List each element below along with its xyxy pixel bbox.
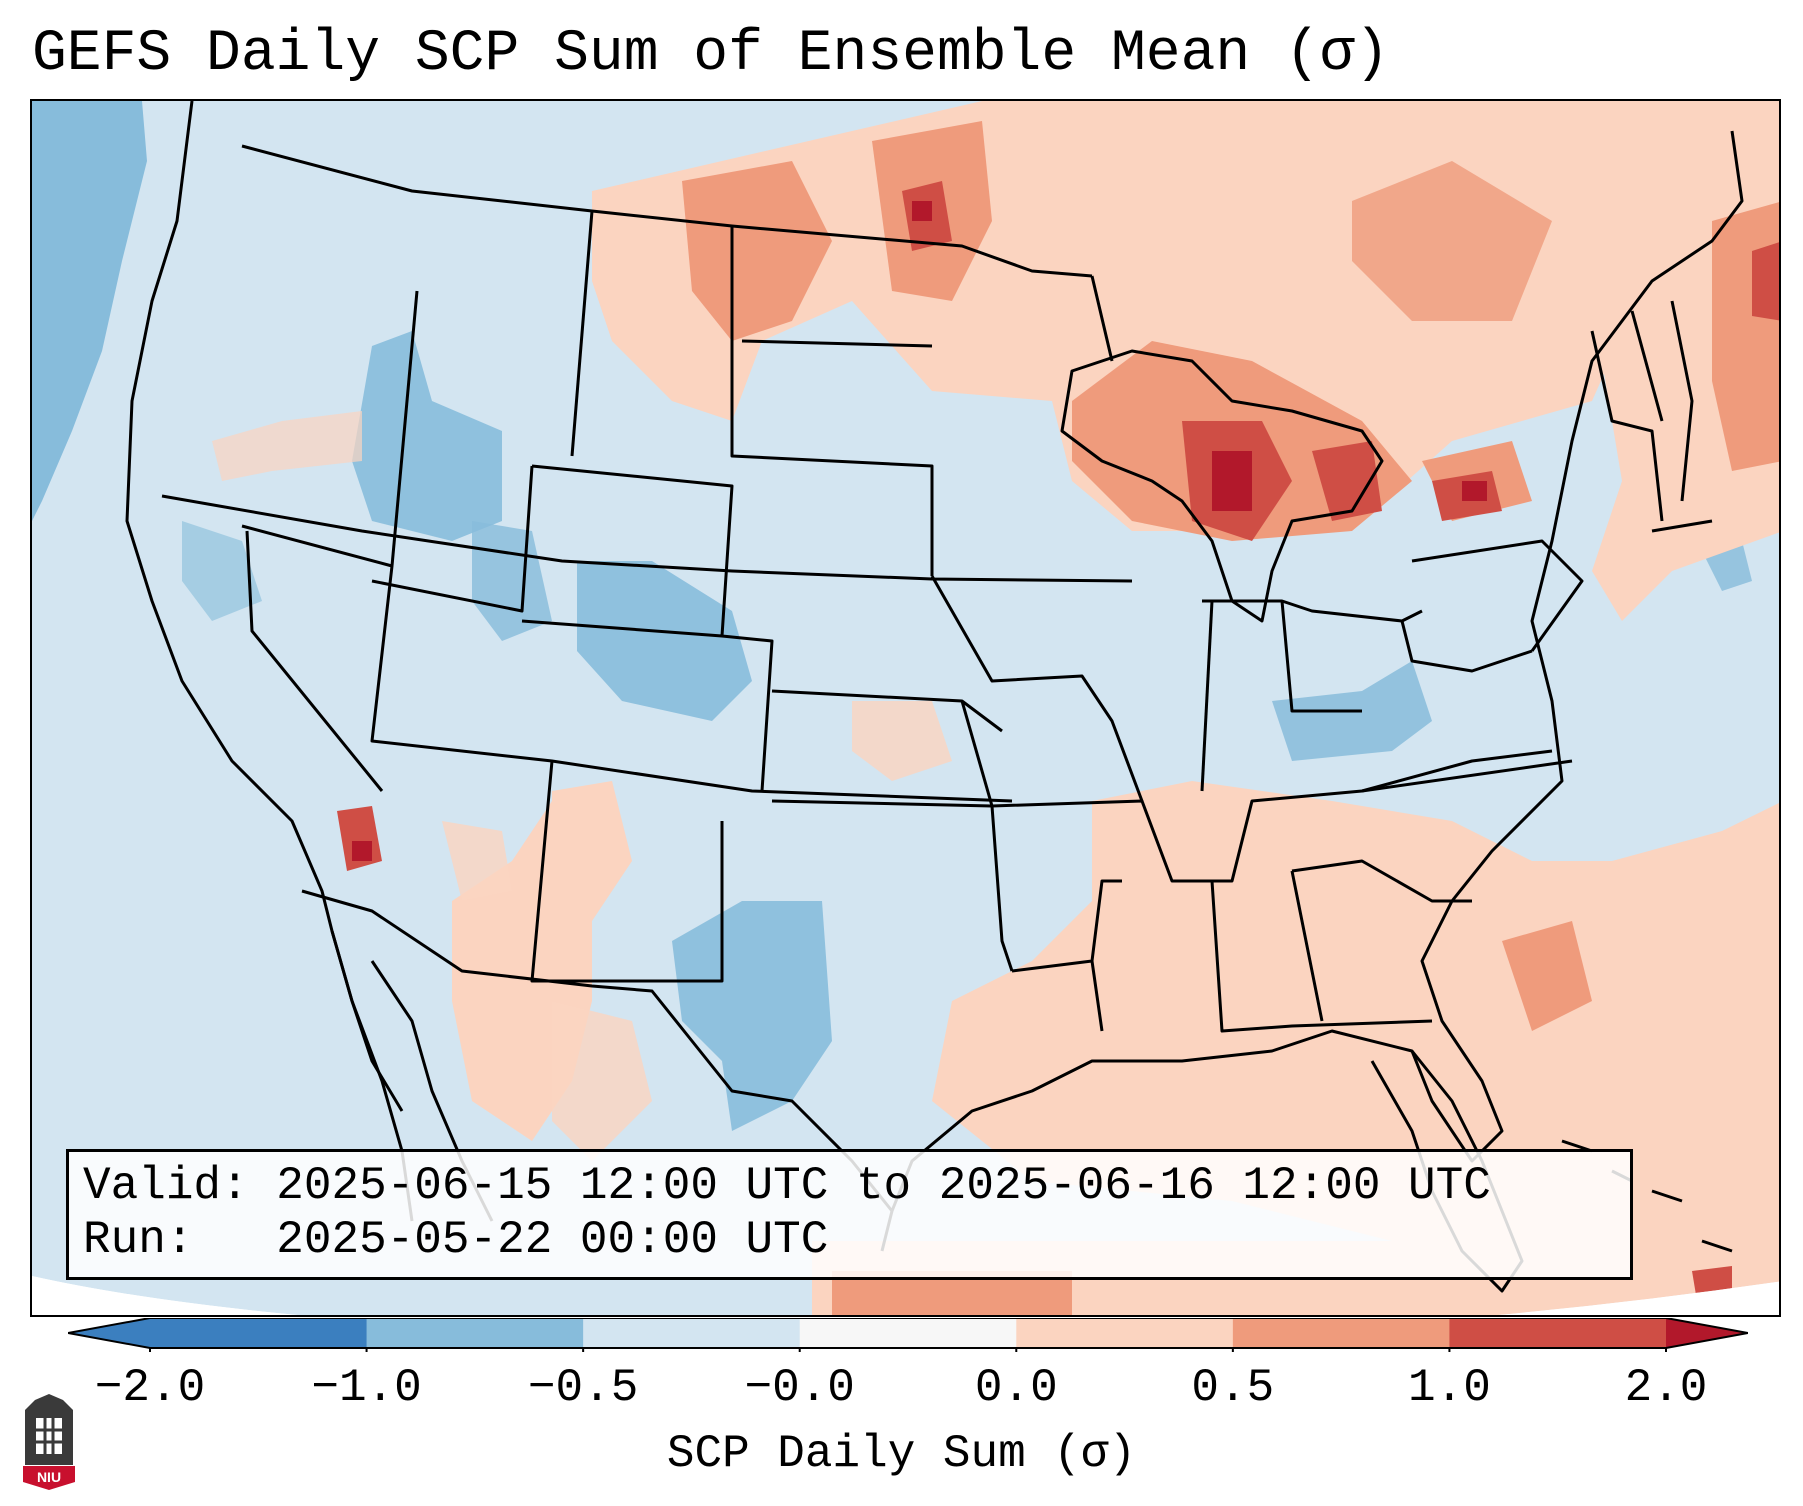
great-lakes-shore xyxy=(1060,349,1384,623)
logo-text: NIU xyxy=(37,1469,61,1485)
colorbar-outline xyxy=(68,1318,1748,1349)
california-coast-region xyxy=(182,521,262,621)
colorbar-tick-label: −1.0 xyxy=(311,1362,422,1414)
valid-run-info-box: Valid: 2025-06-15 12:00 UTC to 2025-06-1… xyxy=(66,1149,1633,1280)
colorbar-segment xyxy=(366,1318,584,1348)
extreme-positive-spots xyxy=(352,201,1487,861)
colorbar-segments xyxy=(68,1318,1748,1352)
kansas-region xyxy=(852,701,952,781)
map-title: GEFS Daily SCP Sum of Ensemble Mean (σ) xyxy=(32,22,1390,87)
baja-coast xyxy=(330,930,404,1112)
colorbar-segment xyxy=(1016,1318,1234,1348)
niu-logo: NIU xyxy=(23,1394,75,1490)
outside-domain xyxy=(32,1276,1779,1315)
colorbar-segment xyxy=(583,1318,801,1348)
colorbar-segment xyxy=(1232,1318,1450,1348)
atlantic-region xyxy=(1502,921,1592,1031)
west-texas-region xyxy=(672,901,832,1131)
lake-huron-region xyxy=(1312,441,1382,521)
colorbar-segment xyxy=(1449,1318,1667,1348)
southern-border-region xyxy=(832,1271,1072,1315)
new-mexico-region xyxy=(552,781,632,921)
mexico-plateau-region xyxy=(552,1001,652,1161)
scp-map xyxy=(32,101,1779,1315)
northeast-coast xyxy=(880,130,1744,1252)
ontario-region xyxy=(1352,161,1552,321)
run-label: Run: xyxy=(83,1214,194,1266)
west-coastline xyxy=(125,101,414,1222)
state-boundaries xyxy=(125,101,1744,1293)
maine-region xyxy=(1752,241,1779,321)
colorbar-tick-label: 1.0 xyxy=(1408,1362,1491,1414)
colorbar xyxy=(68,1318,1748,1352)
mexico-border xyxy=(301,889,894,1212)
nevada-region xyxy=(442,821,512,901)
colorbar-tick-label: 0.0 xyxy=(974,1362,1058,1414)
colorado-region xyxy=(577,561,752,721)
colorbar-extend-high xyxy=(1666,1318,1748,1348)
colorbar-segment xyxy=(150,1318,368,1348)
idaho-region xyxy=(352,331,502,541)
colorbar-tick-label: −2.0 xyxy=(94,1362,206,1414)
colorbar-label: SCP Daily Sum (σ) xyxy=(666,1428,1137,1480)
colorbar-tick-label: 2.0 xyxy=(1624,1362,1708,1414)
colorbar-tick-label: −0.0 xyxy=(744,1362,855,1414)
pacific-nw-offshore-region xyxy=(32,101,147,521)
colorbar-segment xyxy=(799,1318,1017,1348)
colorbar-tick-label: −0.5 xyxy=(527,1362,639,1414)
valid-label: Valid: xyxy=(83,1160,249,1212)
montana-north-region xyxy=(682,161,832,341)
colorbar-extend-low xyxy=(68,1318,150,1348)
run-time: 2025-05-22 00:00 UTC xyxy=(276,1214,829,1266)
oregon-strip-region xyxy=(212,411,362,481)
valid-time: 2025-06-15 12:00 UTC to 2025-06-16 12:00… xyxy=(276,1160,1491,1212)
colorbar-tick-label: 0.5 xyxy=(1191,1362,1275,1414)
map-panel xyxy=(30,99,1781,1317)
